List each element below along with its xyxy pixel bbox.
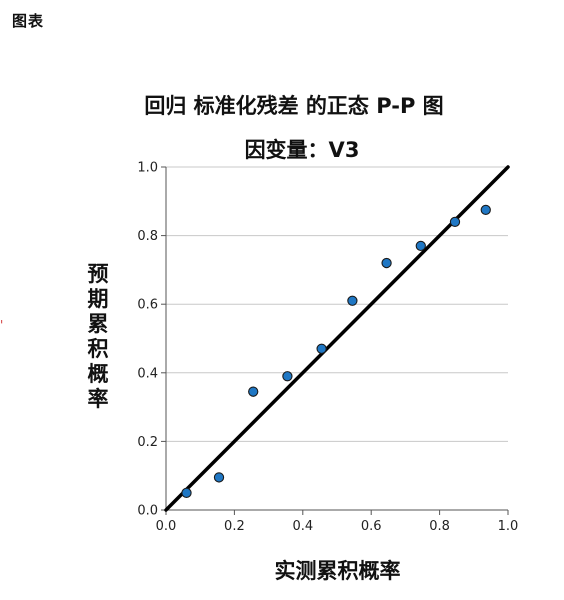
- data-point: [213, 472, 225, 483]
- x-tick-label: 1.0: [498, 519, 519, 534]
- data-point: [316, 343, 327, 354]
- data-point: [347, 295, 358, 306]
- x-tick-label: 0.0: [156, 519, 177, 534]
- chart-title: 回归 标准化残差 的正态 P-P 图: [144, 94, 444, 118]
- y-axis-label: 预期累积概率: [87, 262, 109, 411]
- x-tick-label: 0.6: [361, 519, 382, 534]
- y-tick-label: 1.0: [137, 161, 158, 176]
- data-point: [449, 216, 461, 228]
- edge-mark: ': [0, 318, 4, 332]
- x-tick-label: 0.8: [429, 519, 450, 534]
- y-tick-label: 0.6: [137, 298, 158, 313]
- y-tick-label: 0.2: [137, 435, 158, 450]
- data-point: [415, 240, 426, 252]
- x-tick-label: 0.2: [224, 519, 245, 534]
- section-label: 图表: [12, 12, 45, 30]
- data-points: [181, 204, 491, 498]
- data-point: [282, 371, 293, 382]
- y-tick-label: 0.4: [137, 366, 158, 381]
- chart-subtitle: 因变量：V3: [244, 138, 360, 162]
- data-point: [480, 204, 491, 216]
- y-tick-label: 0.0: [137, 504, 158, 519]
- tick-labels: 0.0 0.2 0.4 0.6 0.8 1.0 0.0 0.2 0.4 0.6 0.8 1.0: [137, 161, 518, 535]
- data-point: [248, 386, 259, 397]
- x-tick-label: 0.4: [292, 519, 313, 534]
- data-point: [381, 257, 392, 269]
- gridlines: [166, 166, 508, 442]
- data-point: [181, 487, 192, 498]
- y-tick-label: 0.8: [137, 229, 158, 244]
- x-axis-label: 实测累积概率: [274, 559, 401, 583]
